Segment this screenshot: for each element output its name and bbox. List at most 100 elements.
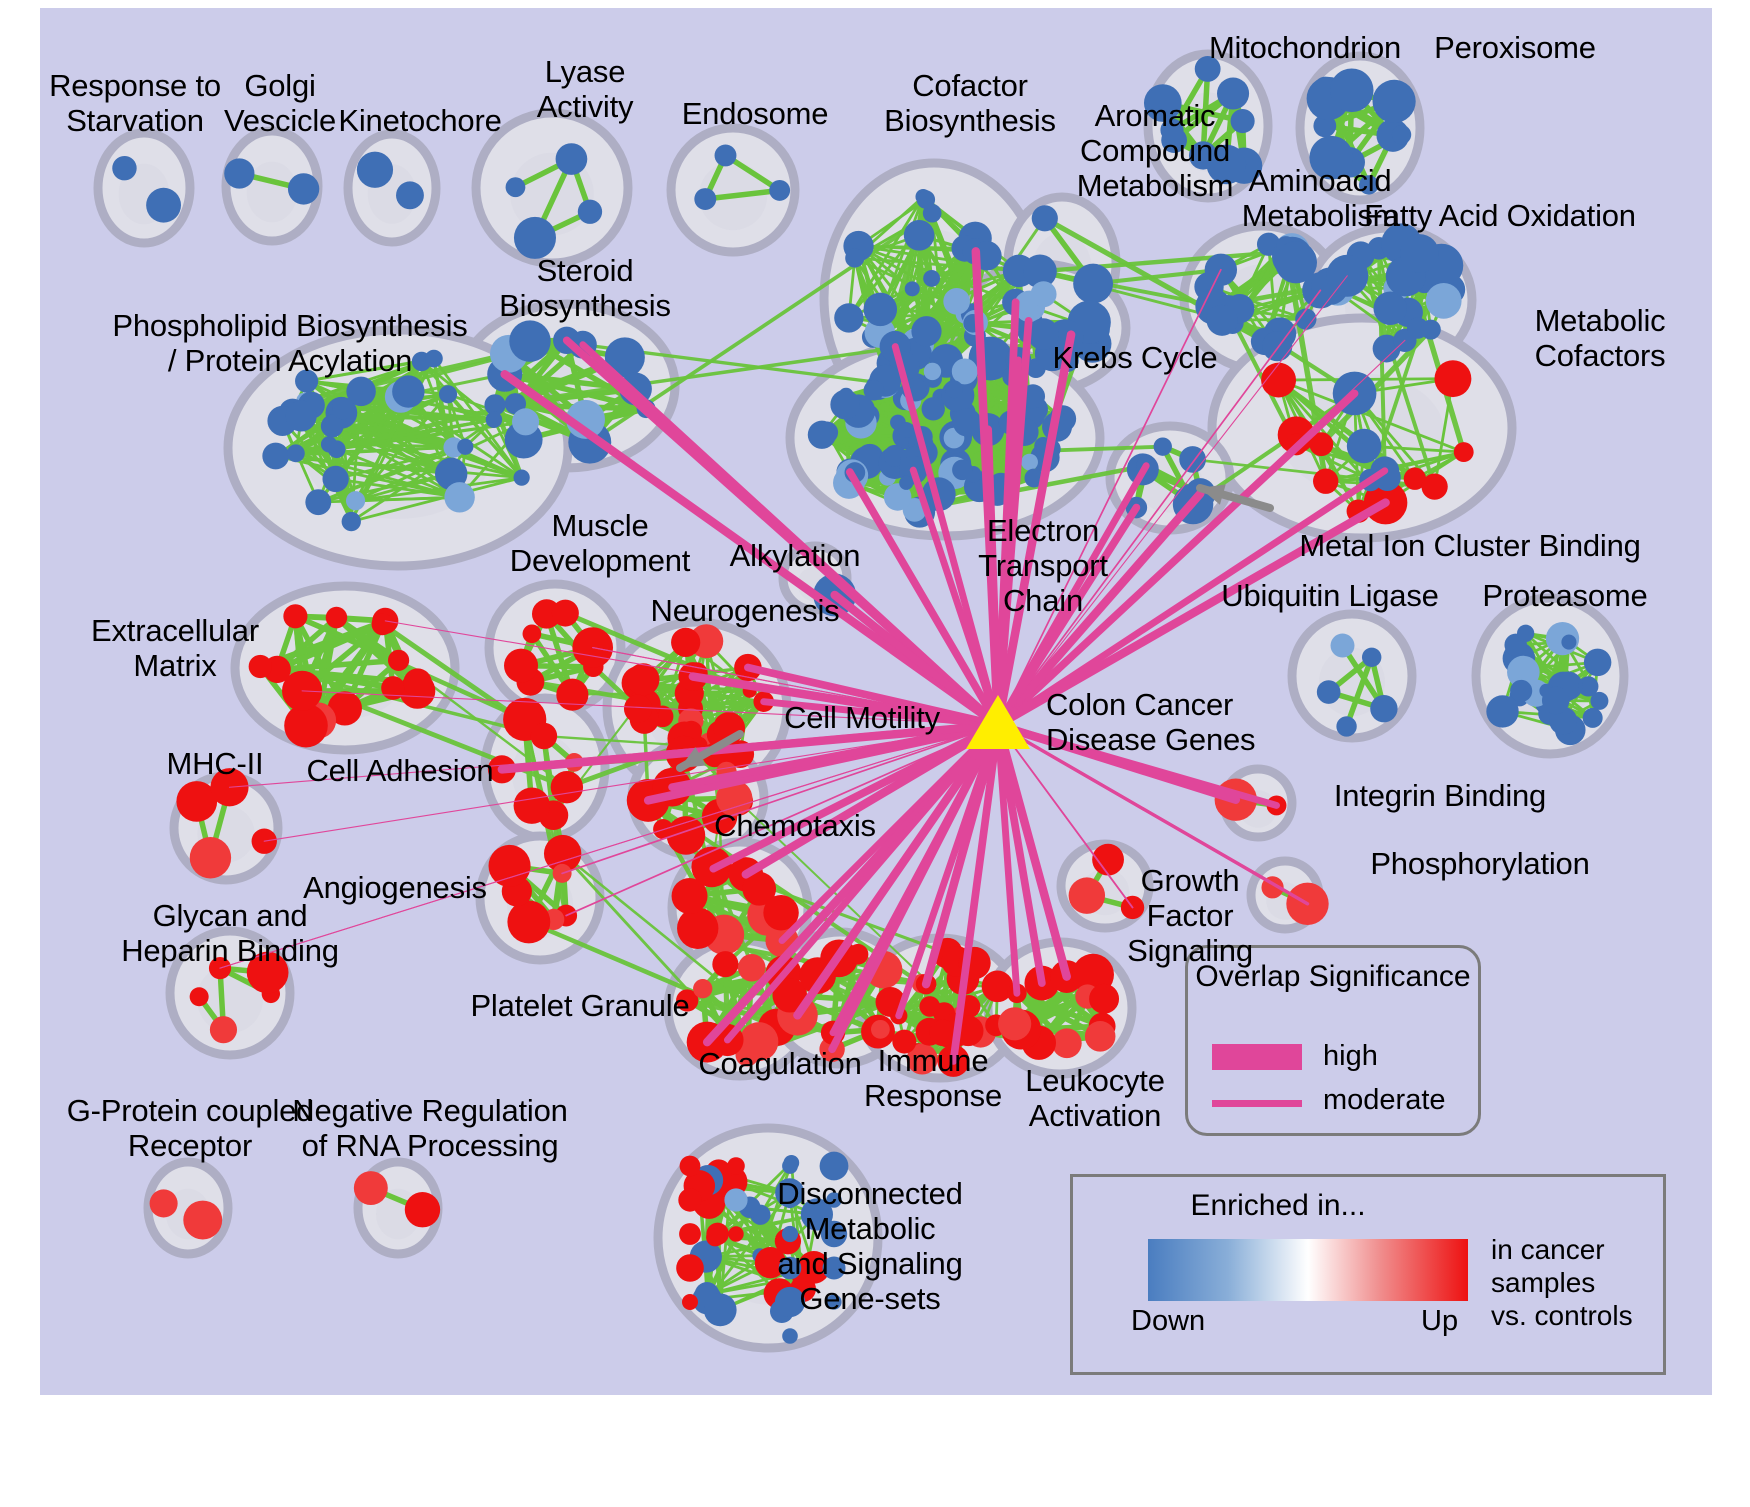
gene-set-node[interactable] (1541, 686, 1570, 715)
gene-set-node[interactable] (1583, 648, 1612, 677)
gene-set-node[interactable] (1073, 263, 1114, 304)
disconnected-gene-set-node[interactable] (826, 1294, 842, 1310)
gene-set-node[interactable] (1261, 362, 1297, 398)
gene-set-node[interactable] (444, 482, 475, 513)
gene-set-node[interactable] (863, 292, 898, 327)
gene-set-node[interactable] (1153, 437, 1172, 456)
gene-set-node[interactable] (921, 397, 945, 421)
gene-set-node[interactable] (403, 668, 432, 697)
gene-set-node[interactable] (530, 722, 558, 750)
gene-set-node[interactable] (1309, 135, 1354, 180)
gene-set-node[interactable] (176, 781, 218, 822)
gene-set-node[interactable] (1313, 468, 1339, 494)
gene-set-node[interactable] (484, 394, 506, 416)
gene-set-node[interactable] (1031, 205, 1058, 232)
gene-set-node[interactable] (1400, 234, 1439, 273)
gene-set-node[interactable] (246, 951, 289, 994)
gene-set-node[interactable] (883, 444, 906, 467)
gene-set-node[interactable] (287, 173, 320, 205)
gene-set-node[interactable] (1403, 467, 1427, 490)
gene-set-node[interactable] (772, 977, 808, 1013)
gene-set-node[interactable] (1361, 647, 1382, 668)
gene-set-node[interactable] (332, 397, 355, 420)
gene-set-node[interactable] (754, 1247, 787, 1279)
gene-set-node[interactable] (1421, 473, 1448, 500)
disconnected-gene-set-node[interactable] (781, 1225, 799, 1243)
gene-set-node[interactable] (769, 179, 791, 201)
gene-set-node[interactable] (923, 269, 941, 287)
gene-set-node[interactable] (513, 469, 530, 486)
gene-set-node[interactable] (555, 143, 588, 175)
gene-set-node[interactable] (1194, 55, 1221, 82)
gene-set-node[interactable] (892, 1029, 917, 1054)
gene-set-node[interactable] (911, 316, 942, 347)
gene-set-node[interactable] (1370, 694, 1398, 723)
gene-set-node[interactable] (512, 408, 540, 436)
gene-set-node[interactable] (943, 287, 971, 315)
gene-set-node[interactable] (295, 369, 319, 393)
gene-set-node[interactable] (396, 181, 424, 210)
gene-set-node[interactable] (1092, 843, 1124, 876)
gene-set-node[interactable] (283, 604, 308, 629)
gene-set-node[interactable] (371, 613, 394, 636)
gene-set-node[interactable] (1507, 655, 1540, 689)
gene-set-node[interactable] (1420, 319, 1441, 340)
disconnected-gene-set-node[interactable] (682, 1294, 698, 1310)
gene-set-node[interactable] (1359, 175, 1379, 195)
gene-set-node[interactable] (1052, 1028, 1082, 1059)
gene-set-node[interactable] (146, 187, 182, 223)
gene-set-node[interactable] (627, 663, 660, 696)
disconnected-gene-set-node[interactable] (679, 1223, 701, 1245)
gene-set-node[interactable] (1561, 634, 1577, 650)
gene-set-node[interactable] (356, 151, 394, 188)
disconnected-gene-set-node[interactable] (728, 1226, 744, 1242)
gene-set-node[interactable] (870, 1019, 890, 1039)
disconnected-gene-set-node[interactable] (782, 1328, 798, 1344)
disconnected-gene-set-node[interactable] (819, 1151, 849, 1181)
gene-set-node[interactable] (509, 320, 551, 362)
gene-set-node[interactable] (1160, 118, 1184, 142)
gene-set-node[interactable] (550, 770, 584, 804)
gene-set-node[interactable] (1143, 84, 1182, 122)
gene-set-node[interactable] (248, 654, 272, 679)
gene-set-node[interactable] (485, 411, 503, 428)
disconnected-gene-set-node[interactable] (778, 1256, 802, 1280)
gene-set-node[interactable] (604, 337, 645, 378)
gene-set-node[interactable] (1274, 241, 1318, 284)
gene-set-node[interactable] (1510, 679, 1533, 703)
disconnected-gene-set-node[interactable] (820, 1220, 848, 1248)
gene-set-node[interactable] (807, 420, 837, 449)
gene-set-node[interactable] (898, 422, 915, 438)
gene-set-node[interactable] (998, 1007, 1032, 1041)
gene-set-node[interactable] (1030, 281, 1057, 308)
gene-set-node[interactable] (438, 385, 458, 404)
gene-set-node[interactable] (671, 627, 701, 657)
gene-set-node[interactable] (1027, 318, 1060, 351)
gene-set-node[interactable] (505, 177, 526, 198)
gene-set-node[interactable] (224, 158, 255, 189)
gene-set-node[interactable] (1391, 125, 1412, 145)
gene-set-node[interactable] (735, 1043, 759, 1067)
gene-set-node[interactable] (1372, 79, 1416, 124)
gene-set-node[interactable] (1590, 691, 1609, 710)
gene-set-node[interactable] (1309, 432, 1334, 457)
disconnected-gene-set-node[interactable] (724, 1188, 748, 1212)
gene-set-node[interactable] (1582, 707, 1603, 728)
disconnected-gene-set-node[interactable] (678, 1188, 702, 1212)
gene-set-node[interactable] (341, 511, 361, 532)
gene-set-node[interactable] (1188, 141, 1218, 170)
gene-set-node[interactable] (883, 483, 912, 511)
gene-set-node[interactable] (845, 248, 865, 268)
gene-set-node[interactable] (1084, 1021, 1116, 1052)
gene-set-node[interactable] (435, 457, 468, 491)
gene-set-node[interactable] (1578, 676, 1599, 697)
gene-set-node[interactable] (863, 380, 885, 401)
gene-set-node[interactable] (1336, 716, 1357, 737)
gene-set-node[interactable] (899, 475, 914, 490)
disease-gene-hub[interactable] (966, 695, 1030, 749)
gene-set-node[interactable] (209, 1016, 238, 1044)
gene-set-node[interactable] (1434, 360, 1472, 398)
gene-set-node[interactable] (513, 216, 557, 259)
gene-set-node[interactable] (714, 144, 737, 167)
gene-set-node[interactable] (703, 1293, 737, 1327)
